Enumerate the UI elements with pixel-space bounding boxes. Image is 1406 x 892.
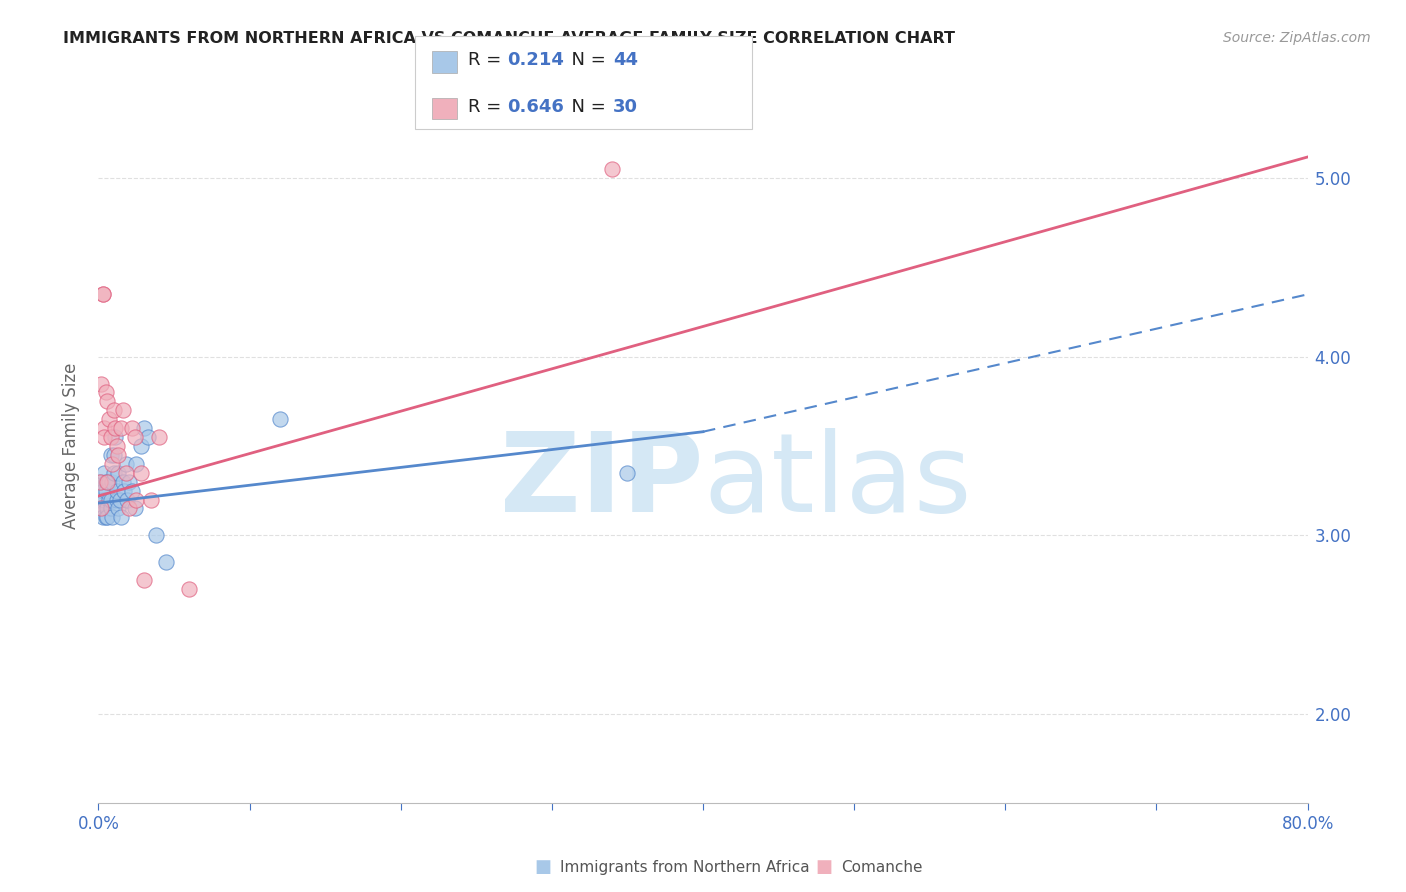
Point [89,475,111,489]
Point [118,475,141,489]
Point [125,492,148,507]
Point [132,421,155,435]
Point [94,510,117,524]
Point [104,421,127,435]
Point [145,528,167,542]
Point [91,287,114,301]
Text: Source: ZipAtlas.com: Source: ZipAtlas.com [1223,31,1371,45]
Point [93,421,115,435]
Point [89,475,111,489]
Text: atlas: atlas [703,428,972,535]
Point [96,501,118,516]
Point [136,430,159,444]
Point [121,483,143,498]
Point [100,448,122,462]
Point [98,475,121,489]
Point [96,510,118,524]
Point [124,501,146,516]
Point [107,448,129,462]
Point [118,501,141,516]
Point [93,430,115,444]
Point [179,582,201,596]
Point [105,439,128,453]
Point [103,448,125,462]
Point [90,501,112,516]
Text: N =: N = [560,98,612,116]
Point [96,394,118,409]
Point [110,510,132,524]
Text: 44: 44 [613,51,638,69]
Point [94,475,117,489]
Point [89,492,111,507]
Point [155,555,177,569]
Point [96,475,118,489]
Point [111,403,134,417]
Point [602,162,624,177]
Point [103,403,125,417]
Point [91,287,114,301]
Point [101,475,124,489]
Text: N =: N = [560,51,612,69]
Point [101,510,124,524]
Text: IMMIGRANTS FROM NORTHERN AFRICA VS COMANCHE AVERAGE FAMILY SIZE CORRELATION CHAR: IMMIGRANTS FROM NORTHERN AFRICA VS COMAN… [63,31,955,46]
Point [129,439,152,453]
Point [108,492,131,507]
Text: R =: R = [468,98,508,116]
Point [616,466,638,480]
Point [98,492,121,507]
Point [103,466,125,480]
Point [90,376,112,391]
Point [90,475,112,489]
Point [94,385,117,400]
Point [94,483,117,498]
Text: 0.646: 0.646 [508,98,564,116]
Text: R =: R = [468,51,508,69]
Text: ■: ■ [815,858,832,876]
Point [105,483,128,498]
Point [111,475,134,489]
Text: 30: 30 [613,98,638,116]
Point [129,466,152,480]
Point [269,412,291,426]
Text: 0.214: 0.214 [508,51,564,69]
Point [104,430,127,444]
Text: ■: ■ [534,858,551,876]
Point [91,483,114,498]
Point [101,457,124,471]
Point [132,573,155,587]
Point [112,483,135,498]
Point [141,492,163,507]
Point [100,492,122,507]
Text: Comanche: Comanche [841,860,922,874]
Point [91,510,114,524]
Point [114,466,136,480]
Point [107,466,129,480]
Point [93,492,115,507]
Point [125,457,148,471]
Point [100,501,122,516]
Point [114,457,136,471]
Point [93,466,115,480]
Text: Immigrants from Northern Africa: Immigrants from Northern Africa [560,860,810,874]
Point [121,421,143,435]
Point [148,430,170,444]
Point [100,430,122,444]
Point [90,501,112,516]
Point [105,492,128,507]
Point [98,412,121,426]
Y-axis label: Average Family Size: Average Family Size [62,363,80,529]
Text: ZIP: ZIP [499,428,703,535]
Point [107,501,129,516]
Point [124,430,146,444]
Point [115,492,138,507]
Point [110,421,132,435]
